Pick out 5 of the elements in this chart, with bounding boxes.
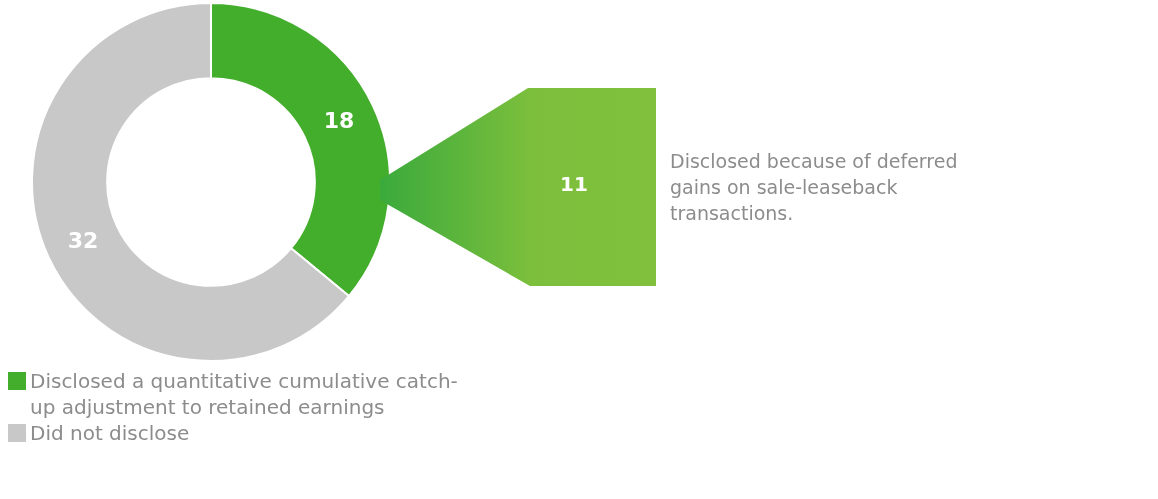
text: Disclosed because of deferred gains on sale-leaseback transactions. bbox=[670, 149, 959, 226]
legend-label: Disclosed a quantitative cumulative catch-up adjustment to retained earnings bbox=[30, 368, 459, 420]
text: 11 bbox=[560, 172, 588, 196]
data-label: 18 bbox=[323, 107, 355, 133]
legend-label: Did not disclose bbox=[30, 420, 190, 446]
